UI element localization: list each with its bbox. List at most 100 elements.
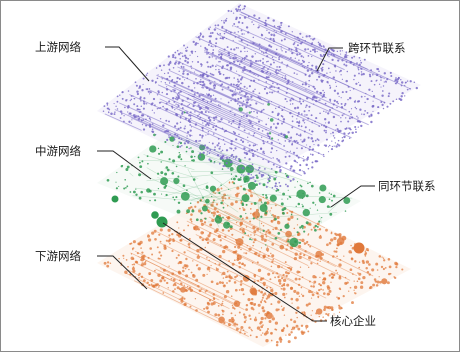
node [252,152,254,155]
node [310,114,313,117]
node [201,107,203,110]
node [282,120,285,123]
node [281,198,283,200]
node [194,123,198,126]
node [239,87,242,90]
node [189,117,192,120]
node [335,269,338,272]
node [209,95,212,98]
node [184,267,187,270]
node [360,124,363,128]
node [160,81,162,83]
node [207,94,210,97]
network-link [222,27,303,65]
node [239,167,241,169]
node [160,254,163,257]
node [232,12,235,14]
node [378,276,380,278]
node [219,84,222,87]
node [151,211,159,219]
node [307,55,310,57]
node [191,209,195,213]
node [238,63,241,66]
node [189,288,194,293]
node [340,106,344,109]
node [297,124,300,127]
node [301,41,304,44]
node [207,310,210,314]
node [260,136,263,138]
node [146,72,149,75]
node [381,103,384,107]
node [230,154,233,158]
node [295,46,297,48]
node [201,136,203,139]
network-link [164,83,222,110]
node [186,77,189,80]
node [174,51,177,54]
node [296,316,298,319]
node [281,308,285,312]
node [308,105,311,108]
node [228,196,231,200]
node [216,144,219,147]
node [191,95,193,98]
node [351,56,354,59]
node [235,252,237,254]
node [196,255,200,259]
node [383,81,385,83]
node [323,277,327,281]
node [308,74,311,78]
network-link [119,102,193,137]
node [201,120,203,122]
node [146,281,149,285]
node [331,276,335,279]
node [141,123,144,126]
node [409,80,412,83]
node [197,104,200,107]
node [291,120,294,123]
node [245,203,248,206]
node [325,122,327,124]
node [299,184,302,187]
node [124,106,126,109]
node [302,208,310,217]
node [116,171,118,174]
node [114,111,116,113]
node [260,215,263,218]
node [338,233,342,237]
node [208,89,211,91]
node [230,178,233,180]
node [250,212,252,215]
node [178,137,181,140]
node [279,168,282,172]
node [214,146,216,148]
node [219,80,221,82]
node [277,232,281,235]
node [170,105,174,108]
node [177,175,180,178]
network-link [201,83,250,107]
node [372,110,374,112]
node [158,233,161,236]
node [306,114,308,116]
node [242,329,245,331]
node [135,260,139,264]
node [171,272,175,276]
node [236,70,238,72]
node [307,48,309,50]
node [346,281,349,284]
network-link [193,98,254,127]
node [199,133,202,137]
node [262,150,265,153]
node [238,104,241,107]
node [156,283,159,286]
node [125,99,128,102]
node [293,289,297,293]
node [155,67,158,69]
node [251,55,254,58]
node [317,69,320,72]
node [253,201,257,205]
node [210,100,213,103]
node [383,259,386,262]
